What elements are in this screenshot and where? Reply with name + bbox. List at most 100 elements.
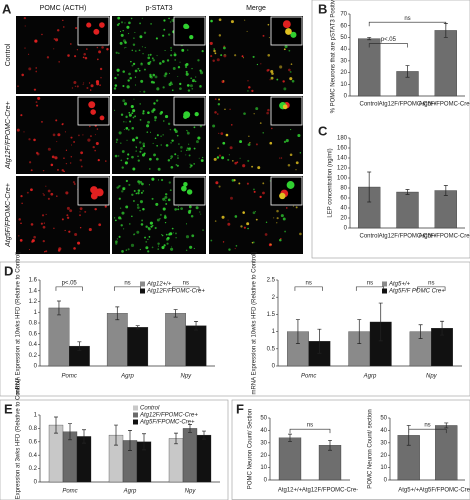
cell-spot [162, 134, 164, 136]
cell-spot [141, 153, 146, 157]
cell-spot [104, 205, 107, 208]
cell-spot [180, 207, 183, 210]
cell-spot [45, 185, 47, 187]
cell-spot [56, 195, 58, 197]
cell-spot [134, 31, 136, 33]
inset-cell [286, 181, 295, 189]
cell-spot [186, 149, 188, 152]
cell-spot [28, 249, 31, 251]
cell-spot [157, 248, 159, 250]
cell-spot [163, 19, 166, 22]
y-tick-label: 180 [337, 136, 348, 142]
cell-spot [216, 156, 220, 159]
cell-spot [222, 80, 225, 82]
cell-spot [141, 182, 144, 186]
x-tick-label: Pomc [62, 489, 77, 495]
x-tick-label: Atg5F/FPOMC-Cre+ [419, 234, 470, 240]
cell-spot [53, 227, 55, 230]
y-tick-label: 1.5 [267, 312, 276, 318]
cell-spot [151, 57, 154, 60]
cell-spot [154, 116, 157, 119]
x-tick-label: Atg5F/FPOMC-Cre+ [419, 102, 470, 108]
cell-spot [154, 75, 158, 79]
cell-spot [73, 182, 76, 185]
cell-spot [266, 69, 269, 72]
cell-spot [42, 225, 46, 229]
cell-spot [53, 48, 55, 50]
cell-spot [165, 144, 169, 147]
cell-spot [120, 113, 124, 116]
cell-spot [142, 190, 145, 192]
cell-spot [175, 232, 177, 235]
cell-spot [130, 17, 133, 20]
cell-spot [118, 185, 120, 187]
cell-spot [130, 243, 135, 247]
cell-spot [133, 200, 135, 202]
cell-spot [164, 193, 168, 196]
cell-spot [123, 47, 126, 49]
cell-spot [35, 101, 38, 104]
cell-spot [197, 136, 201, 140]
cell-spot [115, 51, 118, 54]
cell-spot [79, 158, 83, 162]
cell-spot [229, 146, 233, 150]
error-bar [406, 425, 411, 446]
cell-spot [132, 167, 136, 171]
cell-spot [185, 70, 188, 73]
cell-spot [210, 19, 213, 23]
cell-spot [71, 87, 74, 89]
cell-spot [255, 218, 258, 221]
cell-spot [177, 66, 181, 69]
cell-spot [50, 192, 54, 196]
cell-spot [169, 21, 172, 23]
cell-spot [191, 234, 195, 238]
cell-spot [170, 155, 174, 159]
cell-spot [121, 190, 124, 193]
cell-spot [218, 132, 220, 135]
inset-cell [95, 188, 104, 197]
cell-spot [139, 200, 144, 204]
cell-spot [18, 218, 22, 221]
cell-spot [187, 148, 191, 151]
cell-spot [279, 238, 282, 242]
significance-label: ns [305, 280, 311, 286]
cell-spot [212, 59, 215, 62]
cell-spot [131, 215, 133, 218]
cell-spot [223, 46, 226, 50]
cell-spot [173, 53, 177, 57]
cell-spot [99, 84, 101, 87]
cell-spot [259, 122, 262, 124]
cell-spot [147, 111, 150, 114]
cell-spot [220, 132, 224, 135]
cell-spot [96, 46, 99, 49]
cell-spot [194, 80, 197, 83]
cell-spot [280, 157, 283, 159]
significance-label: ns [404, 16, 410, 22]
bar [48, 307, 70, 367]
cell-spot [134, 69, 138, 73]
cell-spot [143, 68, 146, 71]
cell-spot [142, 142, 146, 146]
cell-spot [147, 238, 149, 240]
cell-spot [70, 162, 72, 164]
cell-spot [98, 223, 102, 227]
y-tick-label: 50 [340, 35, 347, 41]
cell-spot [123, 128, 126, 131]
cell-spot [202, 229, 204, 231]
cell-spot [155, 99, 159, 102]
cell-spot [122, 120, 125, 123]
cell-spot [142, 112, 145, 115]
cell-spot [65, 191, 69, 195]
cell-spot [285, 207, 288, 209]
cell-spot [133, 189, 136, 192]
cell-spot [284, 45, 288, 49]
y-tick-label: 0 [34, 480, 38, 486]
column-header: Merge [246, 5, 266, 12]
inset-cell [86, 22, 92, 28]
error-bar [54, 416, 58, 434]
error-bar [443, 185, 448, 196]
significance-bracket [113, 286, 142, 291]
bar [434, 190, 457, 229]
x-tick-label: Atg12F/FPOMC-Cre+ [379, 234, 437, 240]
bar [165, 313, 186, 367]
